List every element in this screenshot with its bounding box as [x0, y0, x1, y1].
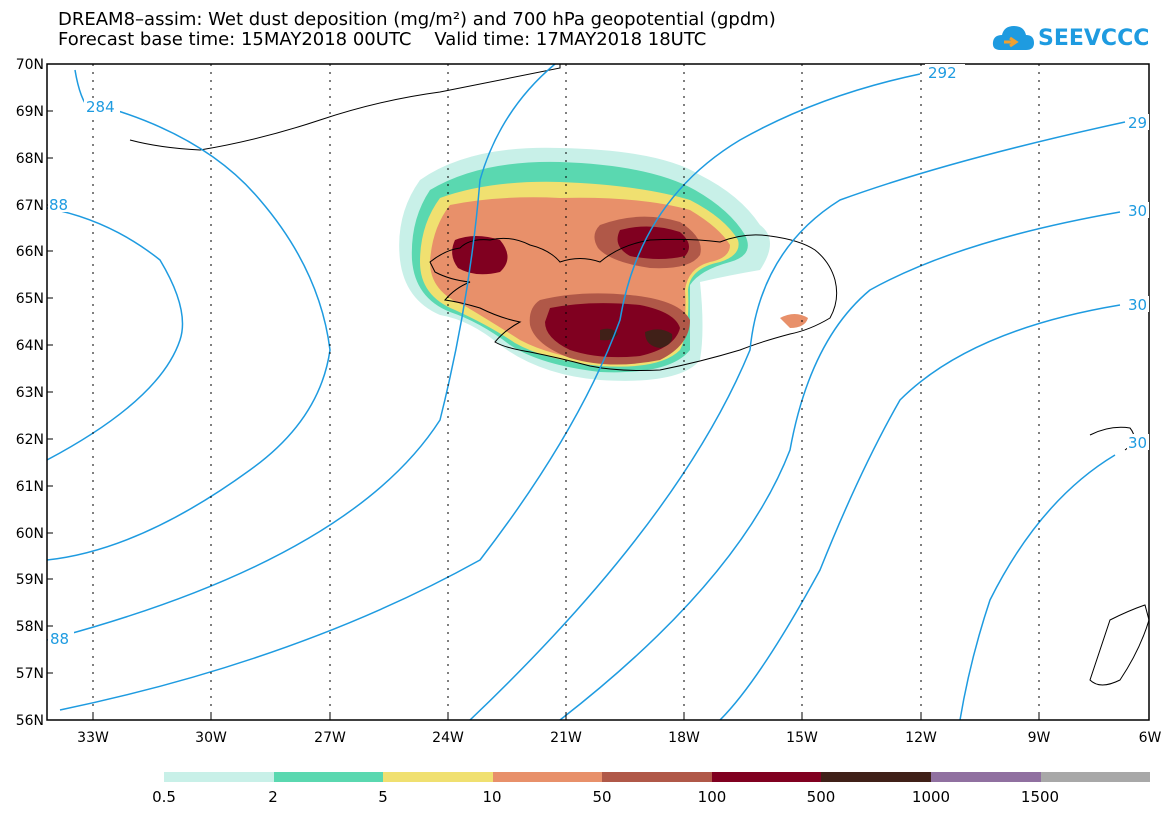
lat-label: 65N [16, 291, 44, 307]
lon-label: 15W [786, 730, 818, 746]
legend-swatch [164, 772, 274, 782]
lon-label: 9W [1028, 730, 1051, 746]
legend-swatch [711, 772, 822, 782]
geopotential-contours [47, 64, 1126, 720]
contour-label: 284 [86, 98, 115, 116]
legend-swatch [273, 772, 384, 782]
lon-label: 6W [1139, 730, 1162, 746]
map-title: DREAM8–assim: Wet dust deposition (mg/m²… [58, 9, 776, 30]
lon-label: 30W [195, 730, 227, 746]
lat-label: 63N [16, 385, 44, 401]
legend-swatch [383, 772, 493, 782]
lon-label: 27W [314, 730, 346, 746]
lat-label: 67N [16, 198, 44, 214]
legend-label: 10 [482, 788, 502, 806]
map-subtitle: Forecast base time: 15MAY2018 00UTC Vali… [58, 29, 707, 50]
contour-label: 30 [1128, 296, 1147, 314]
lat-label: 70N [16, 57, 44, 73]
lat-label: 62N [16, 432, 44, 448]
legend-label: 50 [592, 788, 612, 806]
legend-swatch [492, 772, 603, 782]
contour-label: 30 [1128, 202, 1147, 220]
legend-label: 100 [697, 788, 727, 806]
lat-label: 64N [16, 338, 44, 354]
seevccc-logo: SEEVCCC [990, 20, 1149, 58]
lat-label: 56N [16, 713, 44, 729]
axis-ticks [47, 63, 1040, 720]
lat-label: 60N [16, 526, 44, 542]
lon-label: 18W [668, 730, 700, 746]
lat-label: 69N [16, 104, 44, 120]
lat-label: 58N [16, 619, 44, 635]
contour-label: 292 [928, 64, 957, 82]
contour-label: 88 [50, 630, 69, 648]
lat-label: 68N [16, 151, 44, 167]
lon-label: 24W [432, 730, 464, 746]
lon-label: 12W [905, 730, 937, 746]
legend-label: 2 [268, 788, 278, 806]
legend-swatch [821, 772, 931, 782]
legend-label: 1000 [911, 788, 951, 806]
map-canvas: 70N 69N 68N 67N 66N 65N 64N 63N 62N 61N … [16, 57, 1162, 746]
lat-label: 61N [16, 479, 44, 495]
legend-swatch [602, 772, 712, 782]
legend-swatch [930, 772, 1041, 782]
lon-label: 21W [550, 730, 582, 746]
contour-label: 29 [1128, 114, 1147, 132]
dust-deposition-field [399, 147, 808, 381]
lat-label: 57N [16, 666, 44, 682]
legend-label: 5 [378, 788, 388, 806]
longitude-labels: 33W 30W 27W 24W 21W 18W 15W 12W 9W 6W [77, 730, 1161, 746]
legend-label: 500 [806, 788, 836, 806]
logo-text: SEEVCCC [1038, 26, 1150, 51]
color-legend [164, 772, 1151, 782]
lat-label: 66N [16, 244, 44, 260]
legend-swatch [1040, 772, 1151, 782]
legend-label: 0.5 [152, 788, 176, 806]
latitude-labels: 70N 69N 68N 67N 66N 65N 64N 63N 62N 61N … [16, 57, 44, 729]
contour-label: 88 [49, 196, 68, 214]
graticule [92, 64, 1040, 720]
legend-label: 1500 [1020, 788, 1060, 806]
contour-label: 30 [1128, 434, 1147, 452]
contour-labels: 284 292 29 30 30 30 88 88 [48, 64, 1149, 648]
cloud-icon [992, 26, 1034, 50]
lon-label: 33W [77, 730, 109, 746]
lat-label: 59N [16, 572, 44, 588]
